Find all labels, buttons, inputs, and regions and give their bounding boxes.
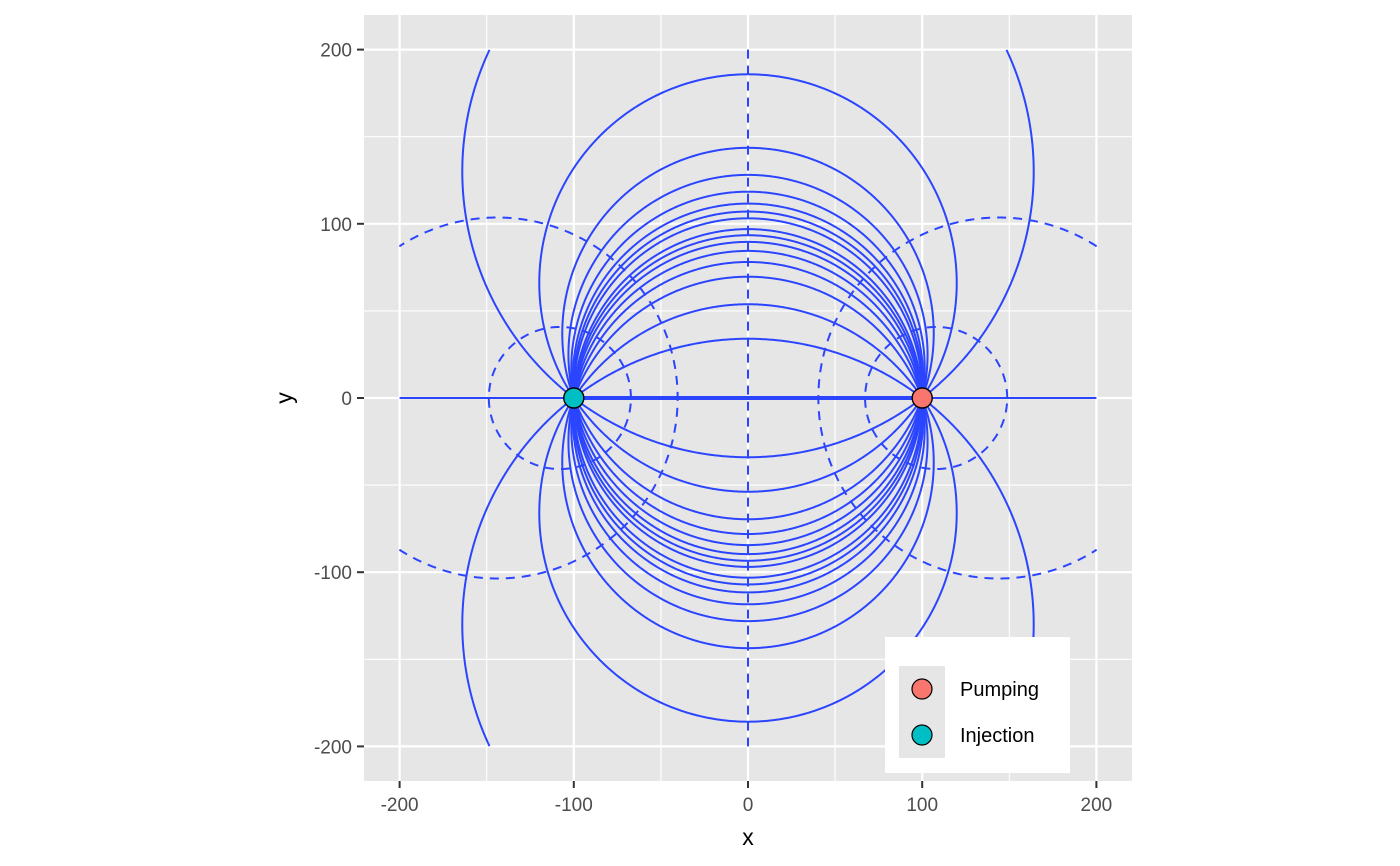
flow-net-lines <box>398 49 1098 747</box>
equipotential-line <box>817 216 1098 580</box>
streamline <box>570 190 926 547</box>
well-points <box>563 387 933 409</box>
streamline <box>561 146 935 521</box>
y-tick-label: 0 <box>341 389 352 410</box>
equipotential-line <box>864 325 1009 471</box>
x-tick-label: 0 <box>743 795 754 816</box>
equipotential-line <box>487 325 632 471</box>
streamline <box>561 275 935 650</box>
legend-marker-pumping <box>911 678 933 700</box>
y-tick-label: -200 <box>314 737 352 758</box>
streamline <box>567 260 929 623</box>
y-tick-label: 100 <box>320 215 352 236</box>
x-tick-label: 200 <box>1081 795 1113 816</box>
x-axis-title: x <box>742 824 754 850</box>
streamline <box>570 249 926 606</box>
x-tick-label: -100 <box>555 795 593 816</box>
y-tick-label: -100 <box>314 563 352 584</box>
well-marker-injection <box>563 387 585 409</box>
streamline <box>538 303 958 723</box>
x-tick-label: -200 <box>381 795 419 816</box>
well-marker-pumping <box>911 387 933 409</box>
equipotential-line <box>398 216 679 580</box>
legend-label-injection: Injection <box>960 725 1035 747</box>
axes: -200 -100 0 100 200 -200 -100 0 100 200 <box>314 41 1112 816</box>
streamline <box>571 202 925 556</box>
streamline <box>567 173 929 536</box>
x-tick-label: 100 <box>906 795 938 816</box>
y-tick-label: 200 <box>320 41 352 62</box>
legend: Pumping Injection <box>885 637 1070 773</box>
legend-label-pumping: Pumping <box>960 679 1039 701</box>
streamline <box>538 73 958 493</box>
legend-marker-injection <box>911 724 933 746</box>
y-axis-title: y <box>271 392 297 404</box>
